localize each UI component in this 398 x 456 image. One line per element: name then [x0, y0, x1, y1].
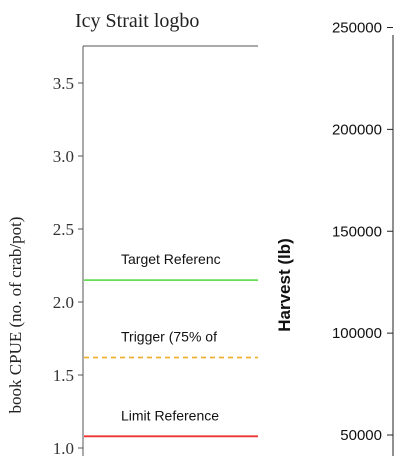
reference-line-label: Target Referenc [121, 251, 221, 267]
left-y-tick-label: 2.5 [53, 220, 74, 239]
left-chart-panel: Icy Strait logbo 1.0 1.5 2.0 2.5 3.0 3.5 Targ… [6, 10, 258, 456]
left-y-tick-label: 1.0 [53, 439, 74, 456]
left-chart-title: Icy Strait logbo [75, 10, 199, 32]
reference-line-label: Trigger (75% of [121, 328, 217, 344]
left-chart-y-axis-label: book CPUE (no. of crab/pot) [6, 217, 25, 414]
right-y-tick-label: 50000 [340, 427, 382, 444]
right-chart-y-ticks: 50000 100000 150000 200000 250000 [332, 20, 393, 444]
left-y-tick-label: 3.0 [53, 147, 74, 166]
right-y-tick-label: 250000 [332, 20, 382, 37]
left-y-tick-label: 1.5 [53, 366, 74, 385]
right-chart-y-axis-label: Harvest (lb) [275, 238, 294, 332]
left-y-tick-label: 3.5 [53, 74, 74, 93]
right-y-tick-label: 100000 [332, 325, 382, 342]
right-y-tick-label: 200000 [332, 121, 382, 138]
right-chart-panel: 50000 100000 150000 200000 250000 Harvest (l… [275, 20, 394, 456]
left-chart-y-ticks: 1.0 1.5 2.0 2.5 3.0 3.5 [53, 74, 83, 456]
right-y-tick-label: 150000 [332, 223, 382, 240]
left-y-tick-label: 2.0 [53, 293, 74, 312]
left-chart-reference-lines: Target Referenc Trigger (75% of Limit Refe… [84, 251, 258, 438]
reference-line-label: Limit Reference [121, 407, 219, 423]
